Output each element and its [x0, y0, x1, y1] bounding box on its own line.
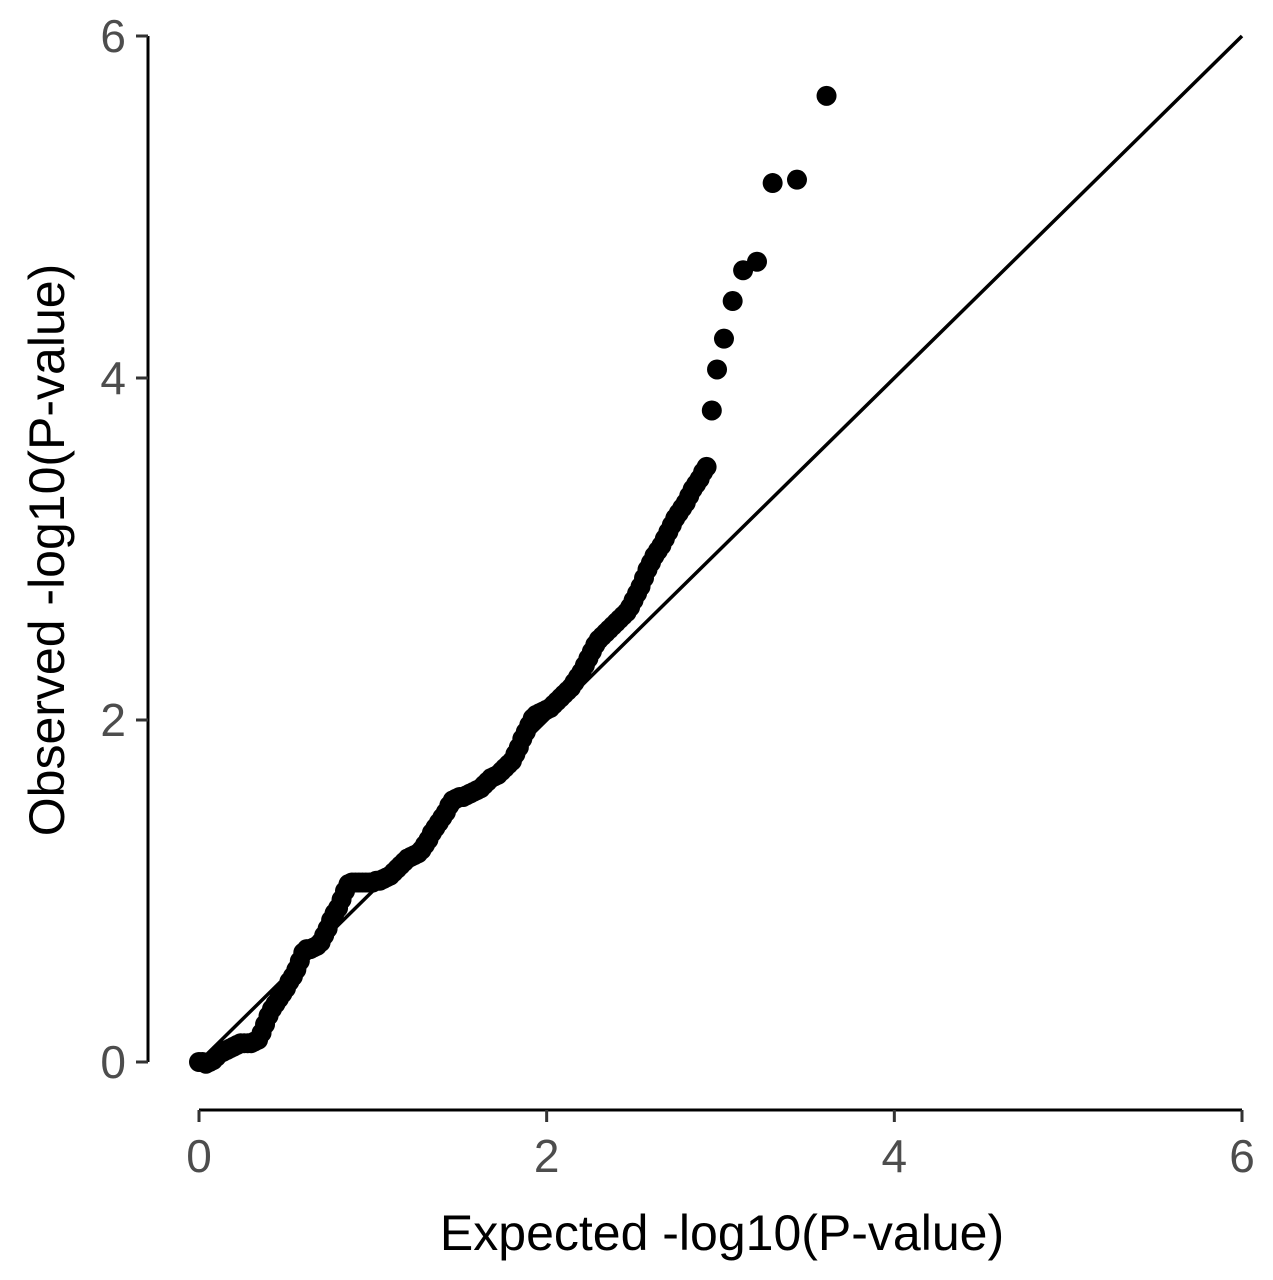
reference-line	[197, 34, 1244, 1064]
data-point	[747, 251, 768, 272]
data-points	[189, 85, 837, 1074]
x-tick-label: 2	[534, 1130, 560, 1182]
x-axis: 0 2 4 6	[186, 1108, 1255, 1182]
x-tick-label: 0	[186, 1130, 212, 1182]
data-point	[786, 169, 807, 190]
data-point	[816, 85, 837, 106]
y-tick-label: 6	[100, 10, 126, 62]
y-axis: 0 2 4 6	[100, 10, 150, 1088]
x-axis-title: Expected -log10(P-value)	[440, 1205, 1004, 1261]
data-point	[722, 291, 743, 312]
data-point	[713, 328, 734, 349]
data-point	[707, 359, 728, 380]
reference-line-group	[197, 34, 1244, 1064]
x-tick-label: 4	[882, 1130, 908, 1182]
x-tick-label: 6	[1229, 1130, 1255, 1182]
data-point	[762, 173, 783, 194]
y-axis-title: Observed -log10(P-value)	[19, 264, 75, 837]
y-tick-label: 0	[100, 1036, 126, 1088]
y-tick-label: 2	[100, 694, 126, 746]
data-point	[701, 400, 722, 421]
data-point	[696, 456, 717, 477]
y-tick-label: 4	[100, 352, 126, 404]
